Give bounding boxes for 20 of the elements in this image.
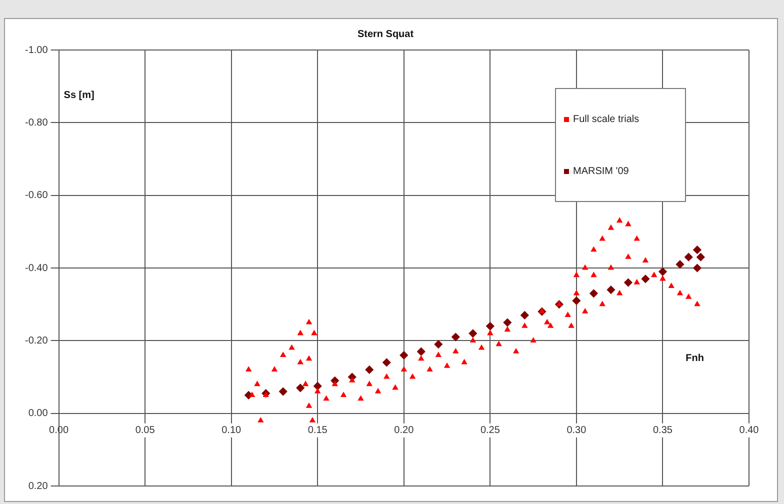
y-tick-label: 0.00 [28,408,48,420]
legend-label: Full scale trials [572,114,640,124]
x-tick-label: 0.10 [222,425,242,436]
y-tick-label: -0.20 [24,335,48,346]
x-tick-label: 0.40 [739,425,760,436]
chart-title: Stern Squat [357,28,414,40]
y-tick-label: -1.00 [24,44,48,56]
y-axis-title: Ss [m] [64,90,94,101]
x-tick-label: 0.15 [308,425,328,436]
x-tick-label: 0.20 [394,425,414,436]
legend-label: MARSIM '09 [572,166,630,176]
x-tick-label: 0.30 [566,425,587,436]
x-tick-label: 0.25 [480,425,500,436]
x-tick-label: 0.05 [135,425,156,436]
y-tick-label: 0.20 [28,480,48,492]
y-tick-label: -0.40 [24,262,48,274]
y-tick-label: -0.60 [24,190,48,202]
x-tick-label: 0.35 [652,425,673,436]
x-axis-title: Fnh [686,353,704,364]
y-tick-label: -0.80 [24,117,48,128]
